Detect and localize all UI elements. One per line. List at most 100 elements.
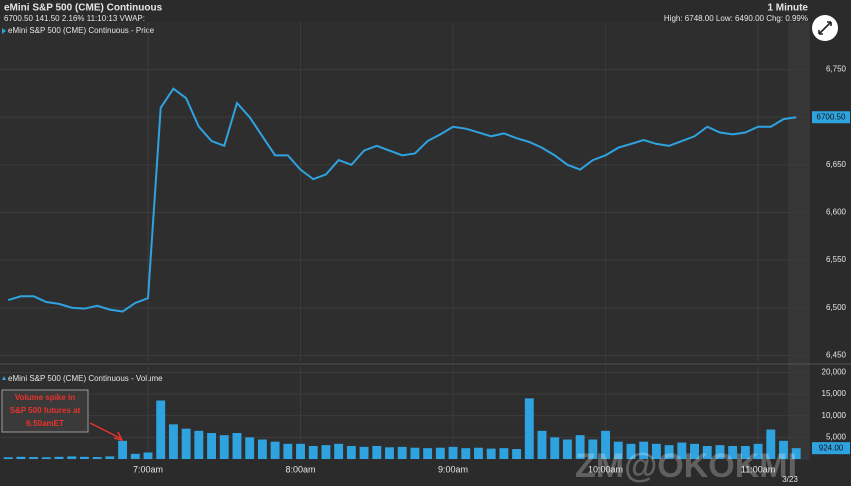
volume-bar [3, 457, 13, 459]
volume-bar [512, 449, 522, 459]
volume-panel [0, 366, 810, 460]
y-tick-label: 6,750 [826, 65, 847, 74]
volume-bar [677, 442, 687, 459]
volume-bar [461, 448, 471, 459]
price-line [7, 87, 797, 313]
last-value-label: 924.00 [819, 443, 844, 452]
y-tick-label: 15,000 [822, 389, 847, 398]
volume-bar [16, 456, 26, 459]
volume-bar [283, 443, 293, 459]
y-tick-label: 6,600 [826, 208, 847, 217]
annotation-text: Volume spike in [15, 393, 75, 402]
y-tick-label: 6,650 [826, 160, 847, 169]
expand-icon[interactable] [818, 21, 832, 35]
volume-bar [54, 456, 64, 459]
volume-bar [753, 443, 763, 459]
volume-bar [194, 430, 204, 459]
volume-bar [321, 445, 331, 459]
x-tick-label: 11:00am [741, 464, 775, 474]
volume-bar [702, 446, 712, 459]
volume-bar [168, 424, 178, 459]
price-panel-title: eMini S&P 500 (CME) Continuous - Price [8, 26, 155, 35]
volume-bar [92, 457, 102, 459]
volume-bar [105, 456, 115, 459]
y-tick-label: 20,000 [822, 367, 847, 376]
volume-bar [626, 443, 636, 459]
stats: High: 6748.00 Low: 6490.00 Chg: 0.99% [664, 14, 808, 23]
volume-bar [334, 443, 344, 459]
volume-bar [257, 439, 267, 459]
volume-bar [41, 457, 51, 459]
quote: 6700.50 141.50 2.16% 11:10:13 VWAP: [4, 14, 145, 23]
volume-bar [499, 448, 509, 459]
volume-bar [232, 433, 242, 459]
future-zone [788, 22, 810, 460]
volume-bar [474, 447, 483, 459]
volume-bar [791, 448, 801, 459]
last-value-label: 6700.50 [817, 112, 846, 121]
x-tick-label: 10:00am [588, 464, 623, 474]
header-title: eMini S&P 500 (CME) Continuous [4, 3, 163, 14]
watermark: ZM@OKOKMI [575, 447, 797, 485]
last-value-tag [812, 111, 850, 124]
volume-bar [690, 443, 699, 459]
annotation-box [1, 389, 89, 433]
volume-bar [562, 439, 572, 459]
legend-icon [2, 28, 6, 34]
annotation-text: 6:50amET [26, 419, 64, 428]
x-tick-label: 7:00am [133, 464, 163, 474]
legend-icon [2, 376, 6, 380]
volume-bar [575, 435, 585, 459]
interval: 1 Minute [767, 3, 808, 14]
volume-bar [486, 448, 496, 459]
volume-bar [181, 428, 191, 459]
volume-bar [766, 429, 776, 459]
volume-bar [740, 446, 750, 459]
volume-bar [385, 447, 394, 459]
price-panel [0, 22, 810, 362]
volume-bar [397, 446, 407, 459]
volume-bar [423, 448, 433, 459]
volume-bar [245, 437, 255, 459]
volume-bar [207, 433, 216, 459]
volume-bar [308, 446, 318, 459]
volume-bar [588, 439, 598, 459]
volume-bar [118, 440, 128, 459]
volume-bar [156, 400, 166, 459]
y-tick-label: 5,000 [826, 432, 847, 441]
volume-bar [524, 398, 534, 459]
volume-bar [435, 447, 445, 459]
x-tick-label: 8:00am [286, 464, 316, 474]
volume-bar [80, 456, 89, 459]
volume-bar [270, 441, 280, 459]
volume-bar [29, 457, 39, 459]
annotation-text: S&P 500 futures at [10, 406, 81, 415]
volume-bar [537, 430, 547, 459]
volume-bar [143, 452, 153, 459]
volume-bar [130, 453, 140, 459]
volume-bar [664, 445, 674, 459]
volume-bar [779, 440, 788, 459]
y-tick-label: 6,450 [826, 350, 847, 359]
volume-bar [219, 435, 229, 459]
last-value-tag [812, 442, 850, 455]
volume-bar [550, 437, 560, 459]
y-tick-label: 10,000 [822, 411, 847, 420]
annotation-arrow [89, 422, 124, 442]
expand-button[interactable] [812, 15, 838, 41]
x-tick-label: 9:00am [438, 464, 468, 474]
volume-bar [359, 446, 369, 459]
volume-bar [346, 446, 356, 459]
volume-panel-title: eMini S&P 500 (CME) Continuous - Volume [8, 374, 163, 383]
volume-bar [639, 441, 649, 459]
volume-bar [67, 456, 77, 459]
volume-bar [613, 441, 623, 459]
volume-bar [601, 430, 611, 459]
date-label: 3/23 [782, 475, 798, 484]
y-tick-label: 6,550 [826, 255, 847, 264]
y-tick-label: 6,500 [826, 303, 847, 312]
volume-bar [728, 446, 738, 459]
volume-bar [715, 445, 725, 459]
volume-bar [448, 446, 458, 459]
